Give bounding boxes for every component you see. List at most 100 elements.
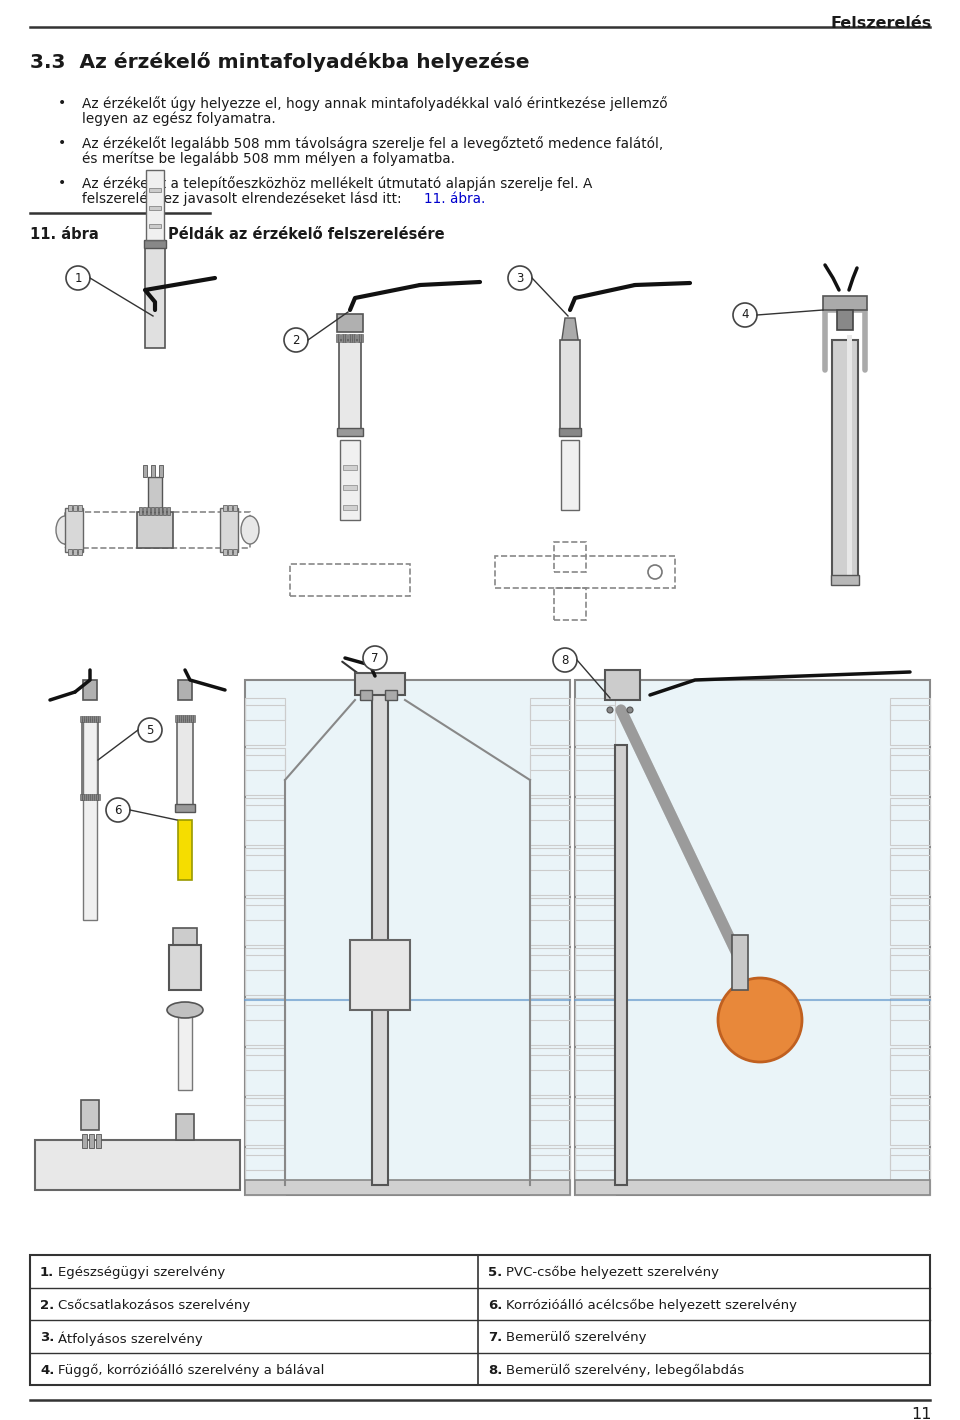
Text: 1.: 1. xyxy=(40,1267,55,1279)
Text: Csőcsatlakozásos szerelvény: Csőcsatlakozásos szerelvény xyxy=(58,1299,251,1312)
Bar xyxy=(890,1005,930,1045)
Bar xyxy=(890,848,930,870)
Bar xyxy=(92,716,94,721)
Bar xyxy=(530,1048,570,1071)
Bar xyxy=(832,339,858,579)
Bar xyxy=(530,699,570,720)
Bar xyxy=(837,310,853,329)
Bar xyxy=(530,1105,570,1145)
Bar xyxy=(530,1098,570,1120)
Bar xyxy=(575,680,930,1196)
Bar xyxy=(831,575,859,585)
Bar xyxy=(245,755,285,795)
Bar xyxy=(84,716,85,721)
Bar xyxy=(175,716,177,721)
Bar xyxy=(559,427,581,436)
Bar xyxy=(96,716,98,721)
Bar xyxy=(245,680,570,1196)
Text: Az érzékelőt a telepítőeszközhöz mellékelt útmutató alapján szerelje fel. A: Az érzékelőt a telepítőeszközhöz melléke… xyxy=(82,176,592,190)
Text: 4: 4 xyxy=(741,308,749,321)
Bar xyxy=(530,848,570,870)
Bar xyxy=(187,716,189,721)
Bar xyxy=(181,716,182,721)
Text: 3: 3 xyxy=(516,271,524,284)
Bar xyxy=(245,855,285,895)
Circle shape xyxy=(627,707,633,713)
Bar xyxy=(890,1147,930,1170)
Bar xyxy=(354,334,356,342)
Bar xyxy=(145,248,165,348)
Bar xyxy=(530,805,570,845)
Bar xyxy=(575,855,615,895)
Bar xyxy=(605,670,640,700)
Bar xyxy=(890,798,930,819)
Bar xyxy=(890,748,930,770)
Bar xyxy=(385,690,397,700)
Text: •: • xyxy=(58,136,66,151)
Bar xyxy=(352,334,354,342)
Bar xyxy=(530,1154,570,1196)
Bar xyxy=(495,557,675,588)
Bar xyxy=(890,998,930,1020)
Polygon shape xyxy=(220,508,238,552)
Circle shape xyxy=(718,978,802,1062)
Bar xyxy=(94,716,96,721)
Bar xyxy=(245,1180,570,1196)
Text: Az érzékelőt úgy helyezze el, hogy annak mintafolyadékkal való érintkezése jelle: Az érzékelőt úgy helyezze el, hogy annak… xyxy=(82,97,667,111)
Text: Függő, korrózióálló szerelvény a bálával: Függő, korrózióálló szerelvény a bálával xyxy=(58,1363,324,1377)
Bar xyxy=(90,716,92,721)
Bar xyxy=(530,1147,570,1170)
Text: Az érzékelőt legalább 508 mm távolságra szerelje fel a levegőztető medence falát: Az érzékelőt legalább 508 mm távolságra … xyxy=(82,136,663,151)
Bar xyxy=(575,1055,615,1095)
Bar xyxy=(890,956,930,995)
Text: 5: 5 xyxy=(146,724,154,737)
Polygon shape xyxy=(65,508,83,552)
Bar xyxy=(530,748,570,770)
Bar xyxy=(178,819,192,880)
Bar xyxy=(372,684,388,1186)
Bar xyxy=(339,339,361,430)
Circle shape xyxy=(363,646,387,670)
Bar xyxy=(360,690,372,700)
Bar xyxy=(94,794,96,799)
Bar xyxy=(245,805,285,845)
Text: 7: 7 xyxy=(372,652,379,665)
Bar xyxy=(177,716,179,721)
Ellipse shape xyxy=(56,515,74,544)
Bar xyxy=(530,998,570,1020)
Circle shape xyxy=(607,707,613,713)
Bar xyxy=(193,716,195,721)
Bar xyxy=(149,187,161,192)
Bar xyxy=(30,1255,930,1384)
Bar xyxy=(233,506,237,511)
Bar xyxy=(575,1180,930,1196)
Bar xyxy=(575,704,615,746)
Bar xyxy=(86,794,87,799)
Bar xyxy=(343,506,357,510)
Bar xyxy=(245,998,285,1020)
Text: 2: 2 xyxy=(292,334,300,346)
Bar xyxy=(890,855,930,895)
Bar xyxy=(83,720,97,920)
Bar xyxy=(78,550,82,555)
Bar xyxy=(159,507,162,515)
Text: •: • xyxy=(58,176,66,190)
Bar xyxy=(575,1147,615,1170)
Bar xyxy=(143,464,147,477)
Bar xyxy=(575,1048,615,1071)
Bar xyxy=(149,224,161,229)
Bar xyxy=(530,949,570,970)
Bar xyxy=(143,507,146,515)
Bar xyxy=(890,1055,930,1095)
Circle shape xyxy=(66,266,90,290)
Bar xyxy=(245,1048,285,1071)
Bar xyxy=(530,897,570,920)
Bar xyxy=(245,748,285,770)
Bar xyxy=(732,934,748,990)
Polygon shape xyxy=(561,318,579,346)
Text: 1: 1 xyxy=(74,271,82,284)
Text: Bemerülő szerelvény, lebegőlabdás: Bemerülő szerelvény, lebegőlabdás xyxy=(506,1363,744,1377)
Bar xyxy=(159,464,163,477)
Bar xyxy=(80,794,82,799)
Bar xyxy=(530,755,570,795)
